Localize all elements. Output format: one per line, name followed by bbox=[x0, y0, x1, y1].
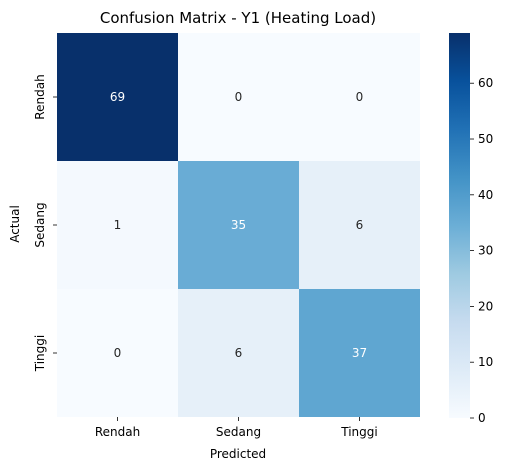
heatmap-cell bbox=[57, 161, 178, 289]
colorbar-tick-label: 60 bbox=[478, 76, 493, 90]
cell-value-label: 35 bbox=[231, 218, 246, 232]
colorbar-gradient bbox=[449, 33, 470, 418]
y-axis-label: Actual bbox=[8, 205, 22, 243]
heatmap-cell bbox=[178, 289, 299, 417]
heatmap-cell bbox=[57, 289, 178, 417]
cell-value-label: 0 bbox=[114, 346, 122, 360]
heatmap-cells bbox=[57, 33, 420, 417]
y-tick-label: Sedang bbox=[33, 202, 47, 247]
cell-value-label: 0 bbox=[356, 90, 364, 104]
cell-value-label: 69 bbox=[110, 90, 125, 104]
heatmap-cell bbox=[299, 33, 420, 161]
colorbar: 0 10 20 30 40 50 60 bbox=[449, 33, 493, 425]
heatmap-cell bbox=[299, 289, 420, 417]
cell-value-label: 1 bbox=[114, 218, 122, 232]
chart-title: Confusion Matrix - Y1 (Heating Load) bbox=[100, 9, 376, 27]
y-axis: Rendah Sedang Tinggi bbox=[33, 74, 57, 372]
heatmap-cell-labels: 69 0 0 1 35 6 0 6 37 bbox=[110, 90, 367, 360]
heatmap-cell bbox=[299, 161, 420, 289]
x-axis: Rendah Sedang Tinggi bbox=[95, 417, 378, 439]
y-tick-label: Tinggi bbox=[33, 335, 47, 372]
cell-value-label: 0 bbox=[235, 90, 243, 104]
y-tick-label: Rendah bbox=[33, 74, 47, 119]
colorbar-tick-label: 40 bbox=[478, 188, 493, 202]
colorbar-tick-label: 10 bbox=[478, 355, 493, 369]
x-tick-label: Rendah bbox=[95, 425, 140, 439]
colorbar-tick-label: 50 bbox=[478, 132, 493, 146]
colorbar-tick-label: 20 bbox=[478, 299, 493, 313]
x-tick-label: Sedang bbox=[216, 425, 261, 439]
cell-value-label: 37 bbox=[352, 346, 367, 360]
x-tick-label: Tinggi bbox=[340, 425, 377, 439]
heatmap-cell bbox=[178, 161, 299, 289]
heatmap-cell bbox=[57, 33, 178, 161]
x-axis-label: Predicted bbox=[210, 447, 266, 461]
cell-value-label: 6 bbox=[356, 218, 364, 232]
colorbar-tick-label: 30 bbox=[478, 244, 493, 258]
colorbar-tick-label: 0 bbox=[478, 411, 486, 425]
cell-value-label: 6 bbox=[235, 346, 243, 360]
heatmap-cell bbox=[178, 33, 299, 161]
